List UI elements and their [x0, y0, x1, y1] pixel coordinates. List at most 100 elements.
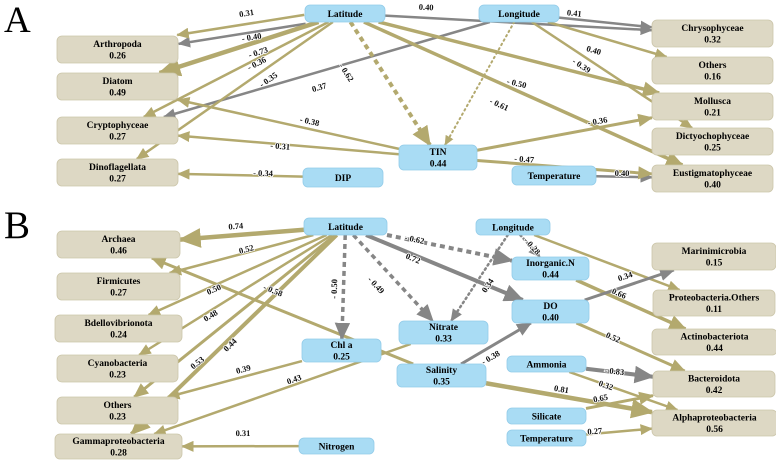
node-name: Marinimicrobia — [682, 247, 747, 257]
edge-a_tin-a_cryptophyceae — [177, 131, 400, 156]
taxa-node-box — [56, 396, 179, 425]
edge-label: 0.44 — [221, 336, 239, 354]
node-firmicutes: Firmicutes 0.27 — [56, 272, 181, 301]
edge-a_lat-a_eustigmatophyceae — [363, 20, 684, 167]
node-ammonia: Ammonia — [506, 355, 587, 373]
node-value: 0.46 — [110, 247, 127, 257]
node-marinimicrobia: Marinimicrobia 0.15 — [651, 242, 776, 271]
taxa-node-box — [56, 354, 179, 383]
edge-b_lat-b_firmicutes — [168, 233, 314, 276]
env-node-box — [298, 437, 375, 455]
node-value: 0.23 — [109, 413, 126, 423]
node-name: Inorganic.N — [526, 259, 575, 269]
node-name: Latitude — [328, 10, 363, 20]
node-name: Cyanobacteria — [88, 359, 148, 369]
node-nitrate: Nitrate 0.33 — [398, 320, 489, 345]
env-node-box — [302, 167, 384, 188]
node-salinity: Salinity 0.35 — [396, 363, 487, 388]
taxa-node-box — [56, 72, 179, 101]
node-value: 0.33 — [435, 335, 452, 345]
edge-b_lat-b_inorgn — [386, 233, 514, 266]
edge-label: 0.53 — [188, 354, 206, 371]
edge-a_lat-a_tin — [348, 20, 432, 147]
panel-b-letter: B — [4, 204, 31, 247]
node-value: 0.40 — [542, 314, 559, 324]
edge-label: - 0.40 — [241, 31, 262, 44]
node-name: Mollusca — [694, 97, 731, 107]
node-name: Actinobacteriota — [680, 333, 748, 343]
taxa-node-box — [651, 56, 774, 85]
node-name: TIN — [430, 148, 447, 158]
node-value: 0.44 — [542, 271, 559, 281]
edge-b_lat-b_bdellovibrionota — [147, 233, 328, 317]
node-value: 0.49 — [109, 89, 126, 99]
edge-label: 0.74 — [228, 220, 244, 231]
env-node-box — [511, 256, 590, 281]
node-value: 0.27 — [109, 175, 126, 185]
edge-b_lon-b_nitrate — [449, 233, 509, 323]
node-name: Chl a — [331, 341, 353, 351]
node-dip: DIP — [302, 167, 384, 188]
node-eustigmatophyceae: Eustigmatophyceae 0.40 — [651, 164, 774, 193]
taxa-node-box — [54, 314, 183, 343]
edge-a_tin-a_diatom — [177, 97, 400, 151]
node-value: 0.27 — [109, 133, 126, 143]
node-name: Salinity — [426, 366, 457, 376]
node-value: 0.35 — [433, 378, 450, 388]
edge-label: 0.40 — [585, 43, 602, 57]
node-gammaproteobacteria: Gammaproteobacteria 0.28 — [54, 433, 183, 460]
edge-label: 0.72 — [404, 251, 422, 266]
node-dictyochophyceae: Dictyochophyceae 0.25 — [651, 127, 774, 156]
edge-b_lat-b_do — [365, 233, 525, 302]
edge-b_lat-b_archaea — [178, 227, 305, 248]
edge-label: - 0.28 — [522, 235, 543, 256]
node-value: 0.24 — [110, 331, 127, 341]
env-node-box — [475, 218, 551, 236]
edge-b_silicate-b_bacteroidota — [585, 391, 655, 410]
edge-a_lat-a_chrysophyceae — [384, 14, 653, 36]
node-name: Longitude — [498, 10, 540, 20]
edge-label: 0.27 — [587, 425, 603, 436]
node-name: DO — [543, 302, 557, 312]
node-value: 0.42 — [706, 386, 723, 396]
edge-b_salinity-b_alphaproteobacteria — [485, 381, 654, 419]
edge-label: 0.31 — [236, 428, 251, 438]
node-value: 0.15 — [706, 259, 723, 269]
edge-label: 0.40 — [615, 168, 630, 178]
edge-label: 0.40 — [418, 2, 433, 13]
node-chl-a: Chl a 0.25 — [301, 338, 382, 363]
edge-label: - 0.62 — [337, 61, 356, 83]
node-value: 0.32 — [704, 36, 721, 46]
edge-label: 0.34 — [479, 276, 496, 295]
node-name: Bacteroidota — [688, 375, 740, 385]
node-value: 0.44 — [706, 344, 723, 354]
edge-label: - 0.47 — [514, 153, 535, 165]
edge-label: 0.39 — [235, 362, 252, 376]
edge-label: 0.65 — [592, 392, 608, 405]
taxa-node-box — [651, 127, 774, 156]
edge-label: - 0.31 — [270, 140, 291, 152]
edge-a_lon-a_chrysophyceae — [558, 16, 653, 32]
env-node-box — [511, 165, 597, 186]
env-node-box — [506, 407, 587, 425]
node-name: Temperature — [520, 435, 573, 445]
node-mollusca: Mollusca 0.21 — [651, 92, 774, 121]
edge-label: 0.52 — [238, 242, 255, 255]
taxa-node-box — [651, 92, 774, 121]
edge-label: 0.81 — [553, 383, 569, 395]
node-name: Proteobacteria.Others — [669, 294, 760, 304]
node-value: 0.26 — [109, 52, 126, 62]
taxa-node-box — [651, 164, 774, 193]
panel-a-edge-labels: 0.31 0.400.410.370.40- 0.40- 0.73- 0.36- … — [238, 1, 631, 179]
node-name: Nitrate — [429, 323, 458, 333]
node-name: Nitrogen — [319, 443, 355, 453]
node-silicate: Silicate — [506, 407, 587, 425]
taxa-node-box — [651, 409, 776, 437]
edge-b_lon-b_inorgn — [518, 233, 542, 259]
node-archaea: Archaea 0.46 — [56, 230, 181, 259]
env-node-box — [303, 217, 388, 236]
taxa-node-box — [652, 370, 776, 398]
env-node-box — [398, 144, 478, 171]
edge-label: - 0.38 — [299, 114, 321, 128]
